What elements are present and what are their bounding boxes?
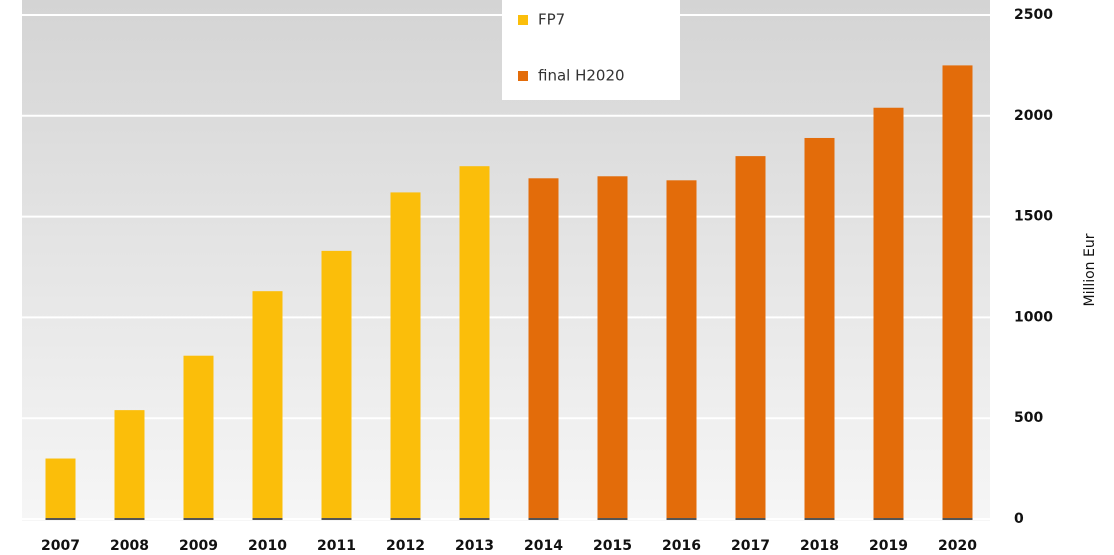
x-tick-label: 2015 [593, 538, 632, 554]
x-tick-label: 2019 [869, 538, 908, 554]
bar [45, 458, 76, 519]
x-tick-label: 2012 [386, 538, 425, 554]
bar [183, 355, 214, 519]
y-tick-label: 500 [1014, 410, 1043, 426]
y-tick-label: 2000 [1014, 108, 1053, 124]
bar [321, 250, 352, 519]
legend-swatch [518, 71, 528, 81]
legend-label: final H2020 [538, 67, 625, 85]
bar [390, 192, 421, 519]
legend-box [502, 0, 680, 100]
legend-swatch [518, 15, 528, 25]
bar [459, 166, 490, 519]
bar [873, 107, 904, 520]
legend-label: FP7 [538, 11, 565, 29]
x-tick-label: 2016 [662, 538, 701, 554]
x-tick-label: 2008 [110, 538, 149, 554]
y-tick-label: 0 [1014, 511, 1024, 527]
bar [528, 178, 559, 519]
x-tick-label: 2017 [731, 538, 770, 554]
x-tick-label: 2014 [524, 538, 563, 554]
bar [597, 176, 628, 519]
y-tick-label: 2500 [1014, 7, 1053, 23]
x-tick-label: 2020 [938, 538, 977, 554]
x-tick-label: 2011 [317, 538, 356, 554]
x-tick-label: 2007 [41, 538, 80, 554]
bar [804, 137, 835, 519]
x-tick-label: 2013 [455, 538, 494, 554]
y-axis-label: Million Eur [1082, 233, 1098, 306]
bar [114, 410, 145, 519]
bar [942, 65, 973, 520]
bar [666, 180, 697, 519]
x-tick-label: 2018 [800, 538, 839, 554]
bar [735, 156, 766, 519]
x-tick-label: 2009 [179, 538, 218, 554]
bar [252, 291, 283, 519]
y-tick-label: 1500 [1014, 209, 1053, 225]
y-tick-label: 1000 [1014, 309, 1053, 325]
x-tick-label: 2010 [248, 538, 287, 554]
